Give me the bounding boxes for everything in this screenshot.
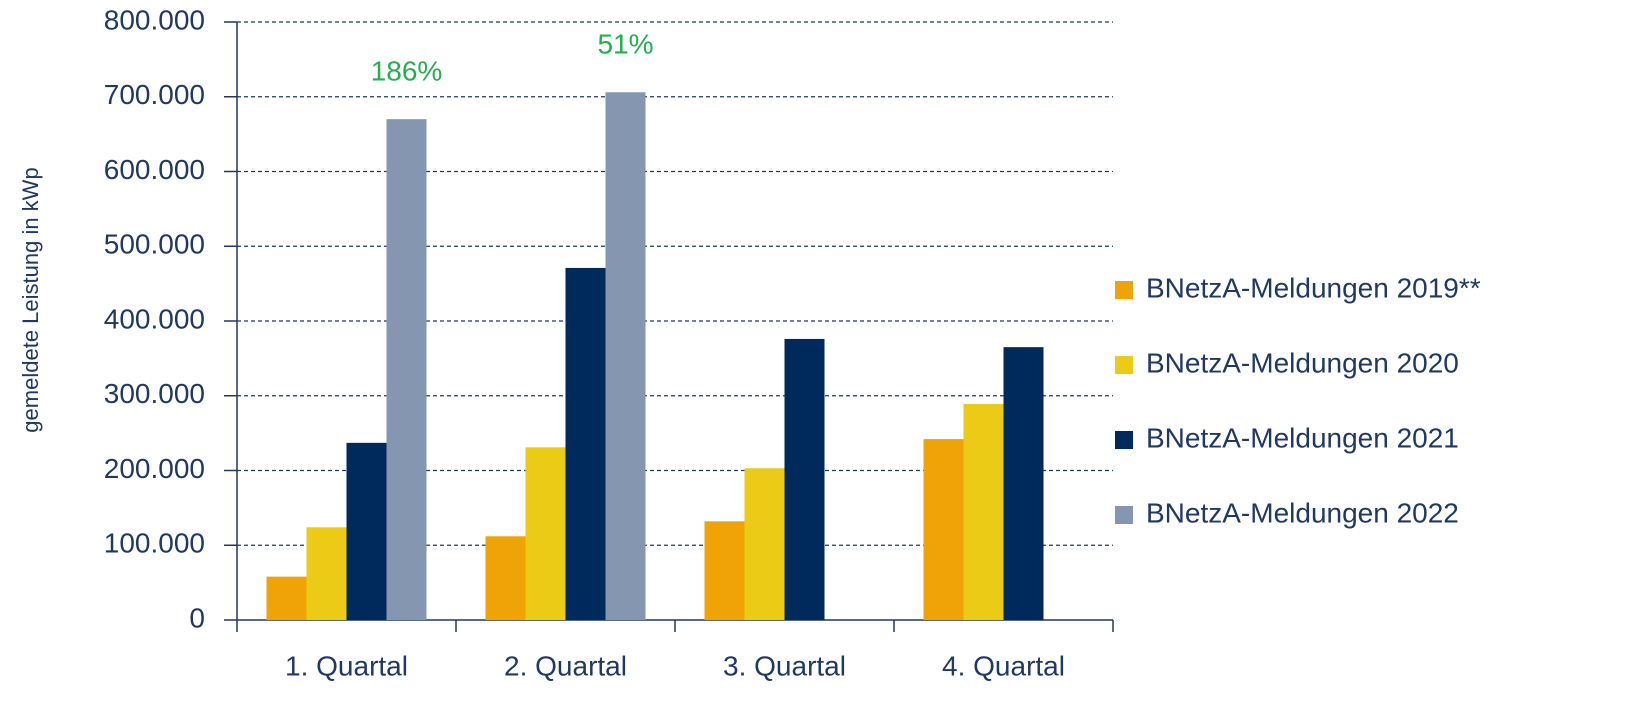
bar: [306, 527, 347, 620]
annotation: 186%: [371, 56, 443, 87]
y-tick-label: 800.000: [104, 4, 205, 35]
bar: [485, 536, 526, 620]
y-axis-label: gemeldete Leistung in kWp: [18, 167, 43, 432]
bar: [963, 403, 1004, 620]
bar: [605, 92, 646, 620]
y-tick-label: 400.000: [104, 303, 205, 334]
y-tick-label: 500.000: [104, 229, 205, 260]
legend-label: BNetzA-Meldungen 2019**: [1146, 272, 1481, 303]
legend-swatch: [1115, 281, 1133, 299]
bar: [744, 468, 785, 620]
legend-swatch: [1115, 506, 1133, 524]
bar: [923, 439, 964, 620]
y-tick-label: 700.000: [104, 79, 205, 110]
bar: [346, 442, 387, 620]
legend-label: BNetzA-Meldungen 2020: [1146, 347, 1459, 378]
legend-label: BNetzA-Meldungen 2022: [1146, 497, 1459, 528]
annotation: 51%: [597, 29, 653, 60]
bar: [525, 447, 566, 620]
x-tick-label: 4. Quartal: [942, 650, 1065, 681]
y-tick-label: 0: [189, 602, 205, 633]
bar: [565, 267, 606, 620]
legend-swatch: [1115, 431, 1133, 449]
bar: [784, 338, 825, 620]
bar: [704, 521, 745, 620]
y-tick-label: 300.000: [104, 378, 205, 409]
x-tick-label: 3. Quartal: [723, 650, 846, 681]
legend-swatch: [1115, 356, 1133, 374]
bar: [386, 119, 427, 621]
x-tick-label: 1. Quartal: [285, 650, 408, 681]
legend-label: BNetzA-Meldungen 2021: [1146, 422, 1459, 453]
y-tick-label: 100.000: [104, 528, 205, 559]
bar: [266, 576, 307, 620]
x-tick-label: 2. Quartal: [504, 650, 627, 681]
y-tick-label: 200.000: [104, 453, 205, 484]
y-tick-label: 600.000: [104, 154, 205, 185]
bar: [1003, 347, 1044, 620]
